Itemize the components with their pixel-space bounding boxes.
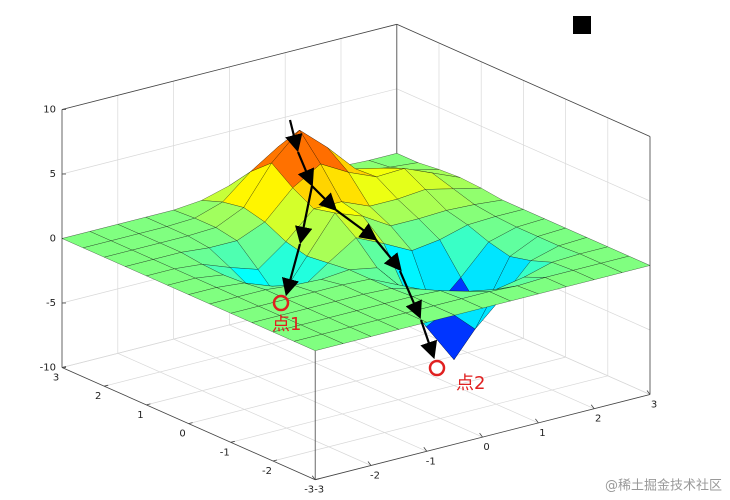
arrow: [335, 209, 378, 241]
y-tick-label: 0: [179, 429, 185, 440]
x-tick-label: -2: [370, 471, 380, 482]
annotation: 点2: [456, 373, 485, 394]
arrow: [311, 185, 338, 212]
tick-mark: [423, 447, 428, 452]
descent-path: [281, 119, 438, 360]
grid-line: [188, 338, 524, 424]
surface: [61, 129, 651, 361]
z-tick-label: 10: [43, 105, 56, 116]
grid-line: [230, 356, 566, 443]
arrow: [419, 319, 438, 360]
x-tick-label: -1: [426, 456, 436, 467]
arrow: [285, 119, 303, 153]
x-tick-label: -3: [314, 485, 324, 496]
grid-line: [61, 88, 397, 175]
x-tick-label: 3: [651, 400, 657, 411]
x-tick-label: 0: [483, 442, 489, 453]
y-tick-label: 1: [137, 410, 143, 421]
x-tick-label: 1: [539, 428, 545, 439]
watermark: @稀土掘金技术社区: [605, 478, 722, 494]
tick-mark: [367, 461, 372, 466]
point-marker: [272, 294, 290, 312]
z-tick-label: 5: [50, 169, 56, 180]
tick-mark: [104, 384, 109, 387]
y-tick-label: 3: [53, 373, 59, 384]
tick-mark: [272, 459, 278, 462]
axis-edge: [396, 23, 651, 137]
grid-line: [396, 88, 651, 202]
axis-edge: [61, 23, 397, 110]
y-tick-label: -3: [304, 485, 314, 496]
y-tick-label: -1: [220, 447, 230, 458]
tick-mark: [188, 422, 193, 424]
tick-mark: [590, 404, 595, 409]
arrow: [375, 239, 402, 272]
z-tick-label: -10: [40, 363, 56, 374]
legend-marker: [573, 16, 591, 34]
tick-mark: [479, 432, 483, 438]
tick-mark: [646, 390, 651, 395]
tick-mark: [61, 366, 67, 368]
tick-mark: [535, 418, 539, 424]
arrow: [296, 151, 315, 188]
tick-mark: [146, 403, 151, 406]
z-tick-label: 0: [50, 234, 56, 245]
surface-patch: [293, 333, 344, 351]
grid-line: [272, 375, 608, 462]
arrow: [295, 185, 314, 245]
z-tick-label: -5: [46, 298, 56, 309]
tick-mark: [315, 478, 320, 481]
point-marker: [428, 359, 446, 377]
arrow: [281, 243, 302, 297]
tick-mark: [230, 440, 235, 443]
y-tick-label: 2: [95, 391, 101, 402]
tick-mark: [311, 475, 316, 480]
annotation: 点1: [272, 314, 301, 335]
x-tick-label: 2: [595, 414, 601, 425]
arrow: [398, 270, 422, 320]
y-tick-label: -2: [262, 466, 272, 477]
